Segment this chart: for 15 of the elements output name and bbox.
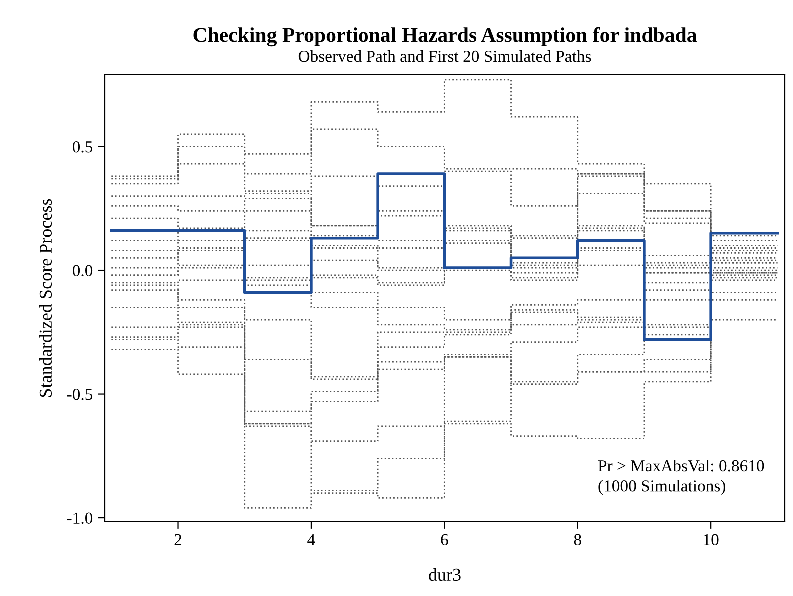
x-tick-label: 4 <box>308 534 316 546</box>
annotation: Pr > MaxAbsVal: 0.8610 <box>598 460 764 472</box>
chart-title: Checking Proportional Hazards Assumption for indbada <box>194 27 697 47</box>
y-tick-label: -0.5 <box>67 388 93 400</box>
x-tick-label: 6 <box>441 534 448 546</box>
annotation: (1000 Simulations) <box>598 480 726 496</box>
chart-subtitle: Observed Path and First 20 Simulated Paths <box>298 50 592 62</box>
y-tick-label: -1.0 <box>67 512 93 524</box>
y-tick-label: 0.0 <box>72 265 93 277</box>
x-tick-label: 2 <box>174 534 182 546</box>
y-tick-label: 0.5 <box>72 141 93 153</box>
y-axis-title: Standardized Score Process <box>39 199 52 398</box>
x-tick-label: 10 <box>704 534 719 546</box>
x-tick-label: 8 <box>574 534 582 546</box>
x-axis-title: dur3 <box>429 568 461 582</box>
